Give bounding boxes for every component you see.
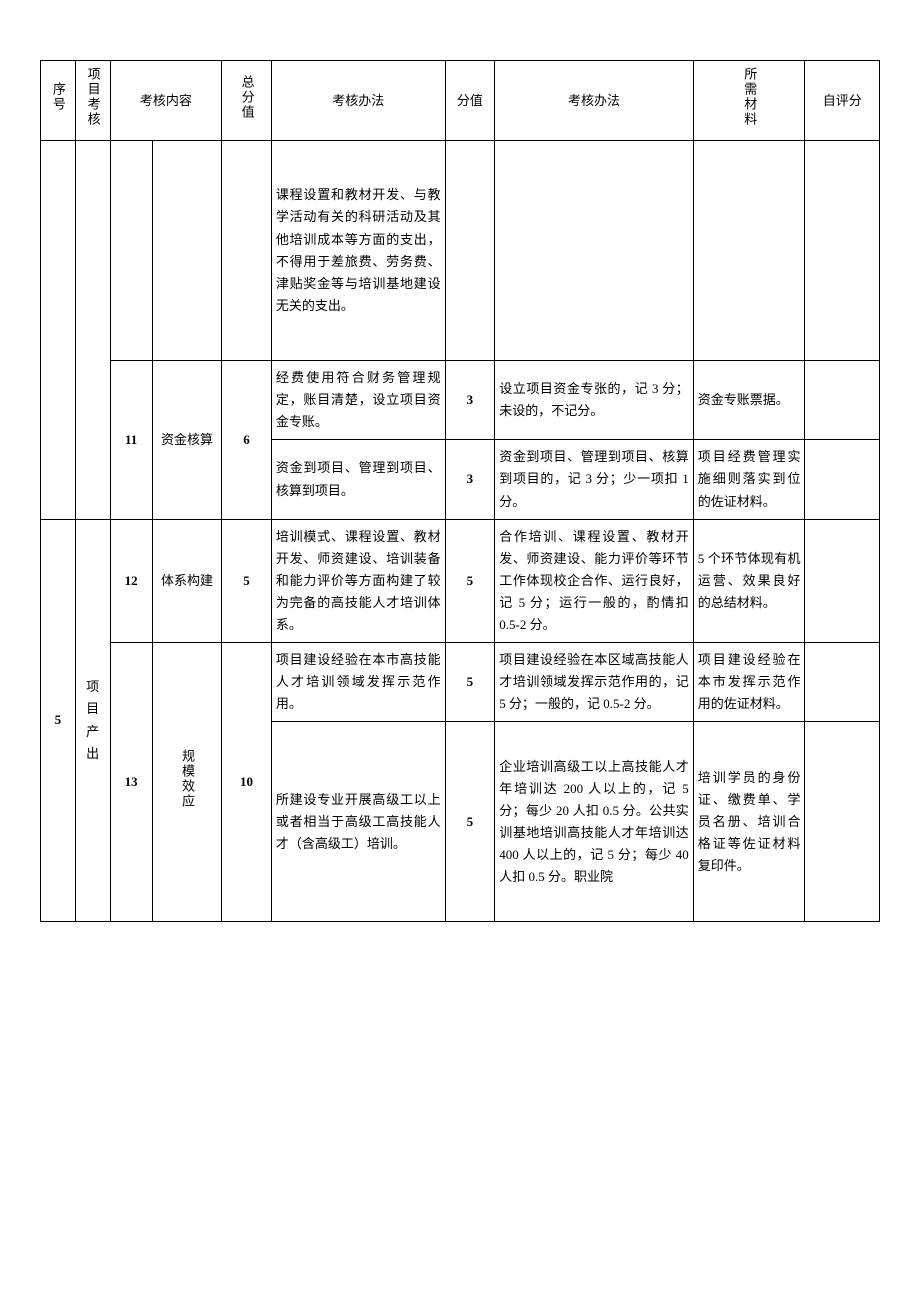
cell-material: 培训学员的身份证、缴费单、学员名册、培训合格证等佐证材料复印件。 [693, 722, 805, 922]
header-self: 自评分 [805, 61, 880, 141]
cell-score: 5 [445, 519, 495, 642]
cell-self-blank [805, 361, 880, 440]
cell-item: 规模效应 [152, 643, 222, 922]
table-row: 13 规模效应 10 项目建设经验在本市高技能人才培训领域发挥示范作用。 5 项… [41, 643, 880, 722]
cell-method2: 设立项目资金专张的，记 3 分；未设的，不记分。 [495, 361, 694, 440]
cell-method1: 培训模式、课程设置、教材开发、师资建设、培训装备和能力评价等方面构建了较为完备的… [271, 519, 445, 642]
table-row: 11 资金核算 6 经费使用符合财务管理规定，账目清楚，设立项目资金专账。 3 … [41, 361, 880, 440]
cell-item: 资金核算 [152, 361, 222, 520]
cell-material-blank [693, 141, 805, 361]
cell-score: 5 [445, 722, 495, 922]
cell-method1: 资金到项目、管理到项目、核算到项目。 [271, 440, 445, 519]
header-method1: 考核办法 [271, 61, 445, 141]
cell-self-blank [805, 440, 880, 519]
cell-idx-blank [110, 141, 152, 361]
cell-idx: 13 [110, 643, 152, 922]
header-material: 所需材料 [693, 61, 805, 141]
cell-self-blank [805, 519, 880, 642]
cell-total: 6 [222, 361, 272, 520]
table-row: 课程设置和教材开发、与教学活动有关的科研活动及其他培训成本等方面的支出，不得用于… [41, 141, 880, 361]
header-total: 总分值 [222, 61, 272, 141]
cell-proj-blank [75, 141, 110, 520]
cell-material: 资金专账票据。 [693, 361, 805, 440]
cell-total-blank [222, 141, 272, 361]
cell-proj: 项目产出 [75, 519, 110, 922]
cell-method2-blank [495, 141, 694, 361]
cell-seq: 5 [41, 519, 76, 922]
cell-item-blank [152, 141, 222, 361]
cell-total: 10 [222, 643, 272, 922]
cell-score: 3 [445, 361, 495, 440]
cell-score: 3 [445, 440, 495, 519]
cell-idx: 12 [110, 519, 152, 642]
cell-self-blank [805, 722, 880, 922]
cell-self-blank [805, 643, 880, 722]
cell-score: 5 [445, 643, 495, 722]
cell-material: 5 个环节体现有机运营、效果良好的总结材料。 [693, 519, 805, 642]
cell-method2: 资金到项目、管理到项目、核算到项目的，记 3 分；少一项扣 1 分。 [495, 440, 694, 519]
header-score: 分值 [445, 61, 495, 141]
cell-score-blank [445, 141, 495, 361]
cell-method2: 合作培训、课程设置、教材开发、师资建设、能力评价等环节工作体现校企合作、运行良好… [495, 519, 694, 642]
table-row: 5 项目产出 12 体系构建 5 培训模式、课程设置、教材开发、师资建设、培训装… [41, 519, 880, 642]
cell-method2: 企业培训高级工以上高技能人才年培训达 200 人以上的，记 5 分；每少 20 … [495, 722, 694, 922]
cell-material: 项目经费管理实施细则落实到位的佐证材料。 [693, 440, 805, 519]
cell-self-blank [805, 141, 880, 361]
cell-method1: 所建设专业开展高级工以上或者相当于高级工高技能人才（含高级工）培训。 [271, 722, 445, 922]
header-proj: 项目考核 [75, 61, 110, 141]
cell-method2: 项目建设经验在本区域高技能人才培训领域发挥示范作用的，记 5 分；一般的，记 0… [495, 643, 694, 722]
cell-item: 体系构建 [152, 519, 222, 642]
table-header-row: 序号 项目考核 考核内容 总分值 考核办法 分值 考核办法 所需材料 自评分 [41, 61, 880, 141]
cell-method1: 项目建设经验在本市高技能人才培训领域发挥示范作用。 [271, 643, 445, 722]
cell-seq-blank [41, 141, 76, 520]
header-method2: 考核办法 [495, 61, 694, 141]
cell-method1: 经费使用符合财务管理规定，账目清楚，设立项目资金专账。 [271, 361, 445, 440]
cell-total: 5 [222, 519, 272, 642]
header-content: 考核内容 [110, 61, 222, 141]
cell-idx: 11 [110, 361, 152, 520]
header-seq: 序号 [41, 61, 76, 141]
cell-material: 项目建设经验在本市发挥示范作用的佐证材料。 [693, 643, 805, 722]
assessment-table: 序号 项目考核 考核内容 总分值 考核办法 分值 考核办法 所需材料 自评分 课… [40, 60, 880, 922]
cell-method1: 课程设置和教材开发、与教学活动有关的科研活动及其他培训成本等方面的支出，不得用于… [271, 141, 445, 361]
